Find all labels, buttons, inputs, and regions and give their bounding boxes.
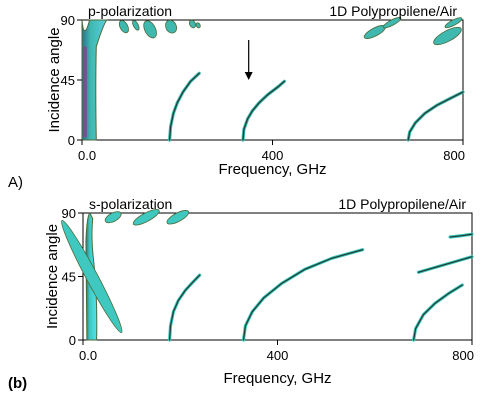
chart-title: s-polarization [89,196,172,212]
band-fragment [61,219,123,334]
band-layer [81,17,463,141]
annotation-arrow [244,40,253,80]
x-tick-label: 800 [443,148,465,163]
panel-label: A) [8,174,23,191]
x-tick-label: 400 [262,148,284,163]
mode-curve [412,284,463,341]
mode-curve [168,72,200,141]
chart-panel-p-polarization: 0.0 400 800 0 45 90 p-polarization 1D Polypro… [8,3,465,191]
mode-curve [417,256,473,273]
band-fragment [118,20,129,34]
panel-label: (b) [8,375,27,392]
band-fragment [433,26,462,46]
band-fragment [132,20,140,31]
y-tick-label: 90 [62,206,76,221]
plot-frame [81,19,464,141]
mode-curve [449,233,473,238]
band-fragment [104,211,122,224]
x-axis-label: Frequency, GHz [218,161,326,178]
mode-curve [168,274,201,341]
chart-annotation: 1D Polypropilene/Air [329,3,457,19]
band-fragment [195,22,201,29]
band-fragment [165,19,178,34]
y-axis-label: Incidence angle [46,27,63,132]
chart-annotation: 1D Polypropilene/Air [338,196,466,212]
band-layer [61,209,190,341]
y-tick-label: 45 [62,270,76,285]
x-tick-label: 0.0 [78,148,96,163]
mode-curve-layer [168,232,474,342]
mode-curve [407,91,464,141]
band-fragment [166,210,190,225]
mode-curve [242,249,364,341]
y-tick-label: 90 [61,13,75,28]
y-axis-label: Incidence angle [44,224,61,329]
tick-layer: 0.0 400 800 0 45 90 [62,206,474,363]
x-tick-label: 400 [267,348,289,363]
y-tick-label: 0 [68,133,75,148]
mode-curve [242,80,286,141]
band-core [82,46,87,138]
band-fragment [188,19,197,29]
x-axis-label: Frequency, GHz [223,370,331,387]
band-fragment [143,20,157,39]
mode-curve-layer [168,71,465,142]
tick-layer: 0.0 400 800 0 45 90 [61,13,465,163]
chart-title: p-polarization [88,3,172,19]
band-main [81,19,108,141]
x-tick-label: 800 [452,348,474,363]
y-tick-label: 0 [69,333,76,348]
arrow-head [244,72,253,80]
band-fragment [132,209,160,226]
plot-frame [82,212,473,341]
x-tick-label: 0.0 [79,348,97,363]
band-fragment [382,17,402,29]
y-tick-label: 45 [61,73,75,88]
chart-panel-s-polarization: 0.0 400 800 0 45 90 s-polarization 1D Polypro… [8,196,474,392]
band-fragment [444,17,463,29]
